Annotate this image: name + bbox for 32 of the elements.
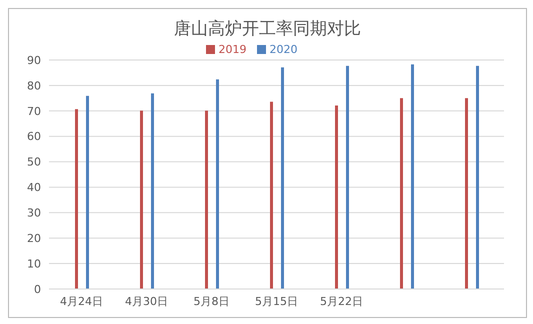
y-tick-label: 70 <box>27 104 41 118</box>
x-tick-label: 5月22日 <box>320 294 363 308</box>
bar <box>75 109 78 289</box>
legend-label: 2020 <box>270 43 298 56</box>
x-tick-label: 4月30日 <box>125 294 168 308</box>
bar <box>281 67 284 289</box>
bar <box>86 96 89 289</box>
bar <box>476 66 479 289</box>
bar <box>140 110 143 289</box>
legend-label: 2019 <box>218 43 246 56</box>
bar <box>465 98 468 289</box>
y-tick-label: 60 <box>27 130 41 144</box>
chart-title: 唐山高炉开工率同期对比 <box>173 18 362 41</box>
bar <box>400 98 403 289</box>
y-tick-label: 30 <box>27 206 41 220</box>
x-tick-label: 5月15日 <box>255 294 298 308</box>
bar <box>346 66 349 289</box>
y-tick-label: 50 <box>27 156 41 169</box>
bar <box>335 106 338 289</box>
y-tick-label: 10 <box>27 257 41 270</box>
y-tick-label: 20 <box>27 232 41 246</box>
x-tick-label: 5月8日 <box>194 294 230 308</box>
y-tick-label: 90 <box>27 54 41 67</box>
bar <box>216 79 219 289</box>
bar <box>411 64 414 289</box>
x-tick-label: 4月24日 <box>60 294 103 308</box>
y-tick-label: 40 <box>27 181 41 194</box>
y-tick-label: 0 <box>34 282 41 296</box>
bar <box>205 110 208 289</box>
bar <box>151 93 154 289</box>
bar <box>270 102 273 289</box>
y-tick-label: 80 <box>27 79 41 92</box>
